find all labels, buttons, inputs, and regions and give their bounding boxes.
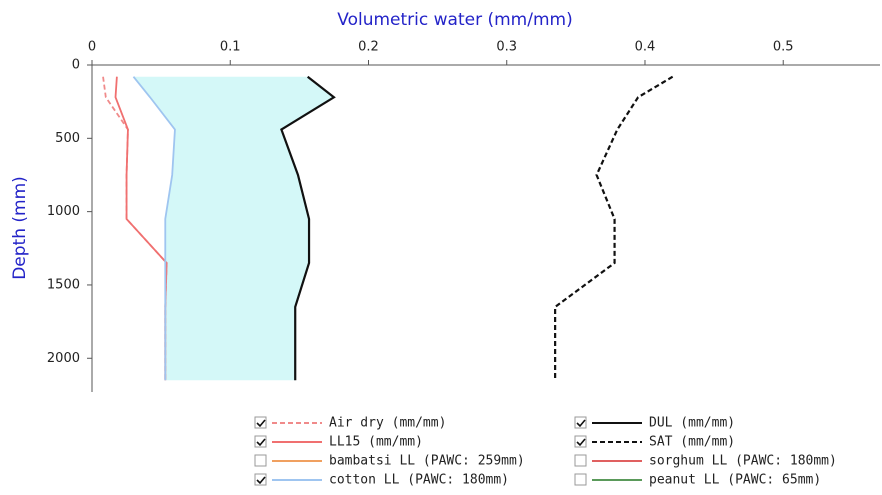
legend-label: Air dry (mm/mm) <box>329 416 446 431</box>
y-tick-label: 1500 <box>47 277 80 292</box>
legend: Air dry (mm/mm) LL15 (mm/mm) bambatsi LL (… <box>254 416 837 488</box>
y-tick-label: 500 <box>55 131 80 146</box>
series-line <box>280 75 336 381</box>
legend-checkbox[interactable] <box>574 435 587 448</box>
y-tick-label: 2000 <box>47 351 80 366</box>
legend-checkbox[interactable] <box>254 454 267 467</box>
legend-checkbox[interactable] <box>254 416 267 429</box>
checkmark <box>576 438 586 447</box>
legend-checkbox[interactable] <box>574 454 587 467</box>
series-line <box>102 76 168 381</box>
x-tick-label: 0 <box>88 40 96 55</box>
x-tick-label: 0.5 <box>773 40 794 55</box>
x-tick-label: 0.3 <box>496 40 517 55</box>
legend-label: LL15 (mm/mm) <box>329 435 423 450</box>
legend-label: bambatsi LL (PAWC: 259mm) <box>329 454 525 469</box>
checkmark <box>576 419 586 428</box>
x-tick-label: 0.2 <box>358 40 379 55</box>
pawc-area <box>133 76 334 381</box>
series-line <box>132 76 176 381</box>
y-tick-label: 1000 <box>47 204 80 219</box>
checkmark <box>256 438 266 447</box>
legend-label: sorghum LL (PAWC: 180mm) <box>649 454 837 469</box>
legend-checkbox[interactable] <box>574 416 587 429</box>
legend-label: SAT (mm/mm) <box>649 435 735 450</box>
x-tick-label: 0.1 <box>220 40 241 55</box>
checkmark <box>256 476 266 485</box>
checkmark <box>256 419 266 428</box>
legend-checkbox[interactable] <box>254 473 267 486</box>
legend-checkbox[interactable] <box>254 435 267 448</box>
legend-checkbox[interactable] <box>574 473 587 486</box>
legend-label: cotton LL (PAWC: 180mm) <box>329 473 509 488</box>
x-axis-title: Volumetric water (mm/mm) <box>337 10 572 30</box>
legend-label: DUL (mm/mm) <box>649 416 735 431</box>
legend-label: peanut LL (PAWC: 65mm) <box>649 473 821 488</box>
x-tick-label: 0.4 <box>635 40 656 55</box>
y-tick-label: 0 <box>72 58 80 73</box>
y-axis-title: Depth (mm) <box>10 176 30 280</box>
series-line <box>554 75 674 381</box>
